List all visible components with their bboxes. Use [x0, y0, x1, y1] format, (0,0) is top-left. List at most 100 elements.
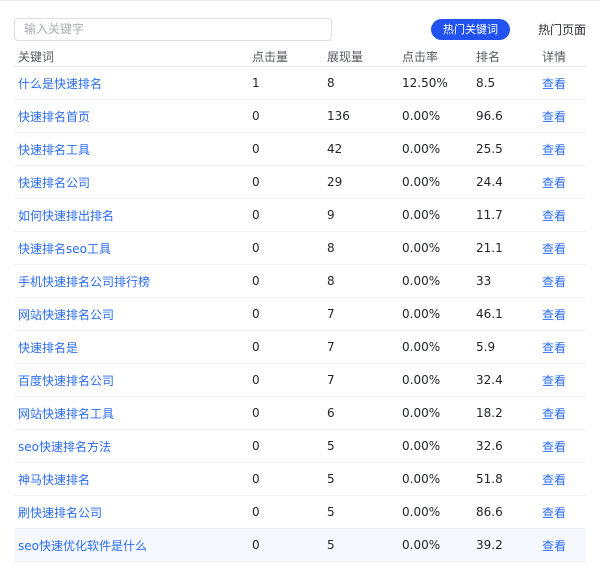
column-header-clicks: 点击量	[252, 49, 289, 64]
table-header-row: 关键词 点击量 展现量 点击率 排名 详情	[14, 46, 586, 67]
rank-cell: 51.8	[476, 472, 503, 486]
view-link[interactable]: 查看	[542, 505, 567, 520]
keyword-cell: 快速排名是	[14, 339, 248, 356]
view-link[interactable]: 查看	[542, 307, 567, 322]
clicks-cell: 0	[252, 373, 260, 387]
ctr-cell: 0.00%	[402, 142, 441, 156]
rank-cell: 18.2	[476, 406, 503, 420]
clicks-cell: 0	[252, 241, 260, 255]
keyword-cell: 网站快速排名公司	[14, 306, 248, 323]
keyword-link[interactable]: 快速排名工具	[18, 142, 91, 157]
search-input[interactable]	[14, 17, 332, 41]
rank-cell: 39.2	[476, 538, 503, 552]
column-header-keyword: 关键词	[18, 49, 55, 64]
view-link[interactable]: 查看	[542, 439, 567, 454]
table-row: 快速排名seo工具 0 8 0.00% 21.1 查看	[14, 232, 586, 265]
hot-keywords-button[interactable]: 热门关键词	[430, 18, 510, 40]
table-row: 快速排名首页 0 136 0.00% 96.6 查看	[14, 100, 586, 133]
view-link[interactable]: 查看	[542, 142, 567, 157]
keyword-link[interactable]: seo快速优化软件是什么	[18, 538, 147, 553]
detail-cell: 查看	[538, 306, 586, 323]
table-row: seo快速优化软件是什么 0 5 0.00% 39.2 查看	[14, 529, 586, 562]
column-header-rank: 排名	[476, 49, 501, 64]
impressions-cell: 8	[327, 76, 335, 90]
view-link[interactable]: 查看	[542, 241, 567, 256]
keyword-cell: 什么是快速排名	[14, 75, 248, 92]
ctr-cell: 0.00%	[402, 472, 441, 486]
detail-cell: 查看	[538, 504, 586, 521]
clicks-cell: 0	[252, 307, 260, 321]
view-link[interactable]: 查看	[542, 340, 567, 355]
detail-cell: 查看	[538, 240, 586, 257]
ctr-cell: 0.00%	[402, 505, 441, 519]
detail-cell: 查看	[538, 141, 586, 158]
detail-cell: 查看	[538, 75, 586, 92]
impressions-cell: 8	[327, 241, 335, 255]
impressions-cell: 136	[327, 109, 350, 123]
keyword-cell: 快速排名首页	[14, 108, 248, 125]
view-link[interactable]: 查看	[542, 538, 567, 553]
table-row: 快速排名公司 0 29 0.00% 24.4 查看	[14, 166, 586, 199]
keyword-link[interactable]: 快速排名是	[18, 340, 79, 355]
impressions-cell: 42	[327, 142, 343, 156]
keyword-link[interactable]: 网站快速排名工具	[18, 406, 115, 421]
rank-cell: 32.4	[476, 373, 503, 387]
clicks-cell: 0	[252, 109, 260, 123]
ctr-cell: 0.00%	[402, 406, 441, 420]
ctr-cell: 0.00%	[402, 274, 441, 288]
clicks-cell: 0	[252, 439, 260, 453]
table-body: 什么是快速排名 1 8 12.50% 8.5 查看 快速排名首页 0 136 0…	[14, 67, 586, 562]
keyword-link[interactable]: 神马快速排名	[18, 472, 91, 487]
table-row: 神马快速排名 0 5 0.00% 51.8 查看	[14, 463, 586, 496]
rank-cell: 32.6	[476, 439, 503, 453]
keyword-link[interactable]: 快速排名seo工具	[18, 241, 111, 256]
view-link[interactable]: 查看	[542, 76, 567, 91]
rank-cell: 46.1	[476, 307, 503, 321]
table-row: 网站快速排名公司 0 7 0.00% 46.1 查看	[14, 298, 586, 331]
keyword-link[interactable]: 网站快速排名公司	[18, 307, 115, 322]
table-row: 刷快速排名公司 0 5 0.00% 86.6 查看	[14, 496, 586, 529]
keyword-link[interactable]: 快速排名首页	[18, 109, 91, 124]
keyword-link[interactable]: 手机快速排名公司排行榜	[18, 274, 151, 289]
detail-cell: 查看	[538, 339, 586, 356]
detail-cell: 查看	[538, 405, 586, 422]
detail-cell: 查看	[538, 174, 586, 191]
column-header-impressions: 展现量	[327, 49, 364, 64]
view-link[interactable]: 查看	[542, 208, 567, 223]
hot-pages-tab[interactable]: 热门页面	[537, 22, 586, 37]
keyword-link[interactable]: 百度快速排名公司	[18, 373, 115, 388]
rank-cell: 86.6	[476, 505, 503, 519]
view-link[interactable]: 查看	[542, 109, 567, 124]
view-link[interactable]: 查看	[542, 472, 567, 487]
rank-cell: 21.1	[476, 241, 503, 255]
keyword-link[interactable]: seo快速排名方法	[18, 439, 111, 454]
impressions-cell: 7	[327, 340, 335, 354]
detail-cell: 查看	[538, 372, 586, 389]
ctr-cell: 0.00%	[402, 439, 441, 453]
clicks-cell: 0	[252, 340, 260, 354]
column-header-detail: 详情	[542, 49, 567, 64]
rank-cell: 25.5	[476, 142, 503, 156]
impressions-cell: 7	[327, 373, 335, 387]
keyword-cell: 快速排名公司	[14, 174, 248, 191]
table-row: 快速排名是 0 7 0.00% 5.9 查看	[14, 331, 586, 364]
view-link[interactable]: 查看	[542, 406, 567, 421]
view-link[interactable]: 查看	[542, 175, 567, 190]
view-link[interactable]: 查看	[542, 274, 567, 289]
keyword-link[interactable]: 刷快速排名公司	[18, 505, 103, 520]
keyword-cell: 手机快速排名公司排行榜	[14, 273, 248, 290]
clicks-cell: 0	[252, 406, 260, 420]
clicks-cell: 1	[252, 76, 260, 90]
rank-cell: 11.7	[476, 208, 503, 222]
keyword-link[interactable]: 如何快速排出排名	[18, 208, 115, 223]
ctr-cell: 0.00%	[402, 175, 441, 189]
keyword-link[interactable]: 快速排名公司	[18, 175, 91, 190]
ctr-cell: 0.00%	[402, 340, 441, 354]
ctr-cell: 0.00%	[402, 538, 441, 552]
view-link[interactable]: 查看	[542, 373, 567, 388]
keyword-link[interactable]: 什么是快速排名	[18, 76, 103, 91]
keyword-cell: 如何快速排出排名	[14, 207, 248, 224]
table-row: 快速排名工具 0 42 0.00% 25.5 查看	[14, 133, 586, 166]
table-row: 如何快速排出排名 0 9 0.00% 11.7 查看	[14, 199, 586, 232]
ctr-cell: 0.00%	[402, 373, 441, 387]
